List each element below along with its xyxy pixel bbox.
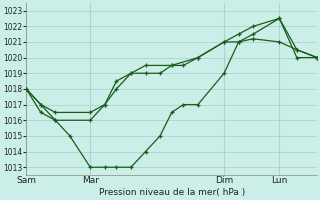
X-axis label: Pression niveau de la mer( hPa ): Pression niveau de la mer( hPa ) — [99, 188, 245, 197]
